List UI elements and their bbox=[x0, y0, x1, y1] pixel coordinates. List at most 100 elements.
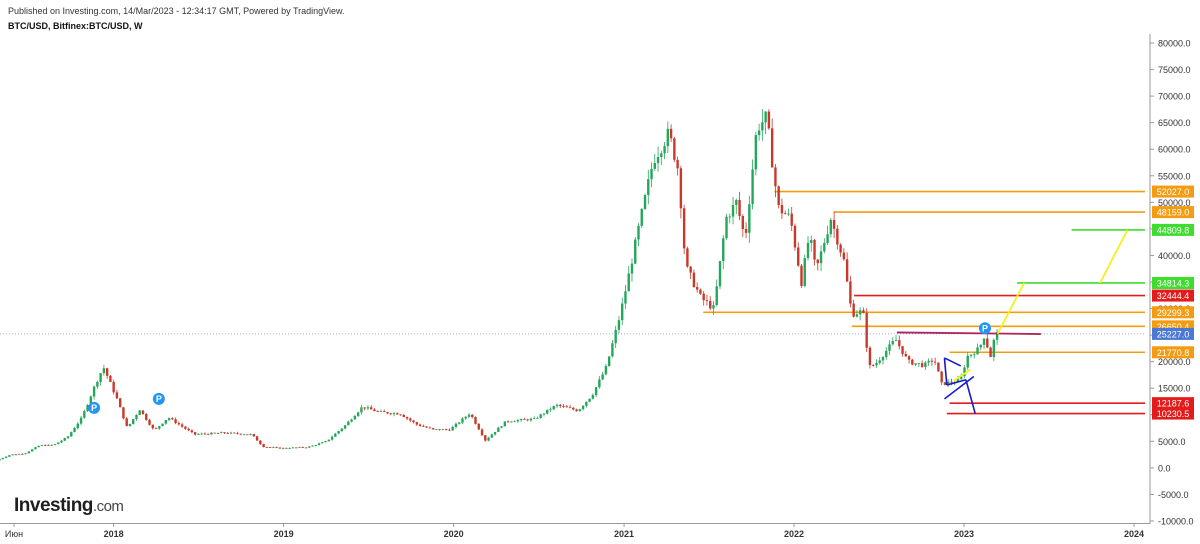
y-tick-label: 65000.0 bbox=[1158, 118, 1191, 128]
pivot-marker bbox=[978, 322, 991, 335]
candle-body bbox=[396, 413, 399, 415]
candle-body bbox=[268, 447, 272, 448]
candle-body bbox=[888, 344, 891, 351]
candle-body bbox=[761, 122, 764, 131]
candle-body bbox=[712, 305, 715, 309]
candle-body bbox=[451, 426, 454, 431]
candle-body bbox=[366, 407, 370, 409]
y-tick-label: 55000.0 bbox=[1158, 171, 1191, 181]
candle-body bbox=[666, 128, 670, 147]
candle-body bbox=[855, 314, 859, 317]
level-price-label-box bbox=[1152, 276, 1194, 289]
candle-body bbox=[878, 360, 881, 363]
pivot-marker bbox=[88, 401, 101, 414]
candle-body bbox=[376, 411, 379, 412]
level-price-label-box bbox=[1152, 397, 1194, 410]
level-price-label: 48159.0 bbox=[1157, 208, 1190, 218]
candle-body bbox=[112, 381, 115, 393]
candle-body bbox=[353, 416, 357, 420]
candle-body bbox=[493, 431, 497, 435]
candle-body bbox=[340, 428, 344, 432]
candle-body bbox=[920, 363, 924, 367]
candle-body bbox=[656, 157, 660, 164]
chart-header: Published on Investing.com, 14/Mar/2023 … bbox=[8, 6, 345, 31]
candle-body bbox=[982, 338, 986, 345]
candle-body bbox=[927, 360, 930, 363]
trend-line-blue bbox=[965, 379, 976, 414]
candle-body bbox=[53, 444, 57, 446]
candle-body bbox=[317, 443, 321, 446]
candle-body bbox=[663, 146, 666, 154]
candle-body bbox=[725, 216, 728, 239]
candle-body bbox=[92, 386, 96, 397]
candle-body bbox=[122, 407, 125, 419]
candle-body bbox=[44, 445, 47, 447]
candle-body bbox=[546, 409, 549, 414]
pivot-marker-label: P bbox=[982, 323, 988, 333]
candle-body bbox=[288, 448, 291, 449]
candle-body bbox=[976, 347, 979, 355]
candle-body bbox=[343, 425, 347, 429]
candle-body bbox=[252, 434, 256, 437]
candle-body bbox=[422, 425, 425, 427]
y-tick-label: 70000.0 bbox=[1158, 92, 1191, 102]
candle-body bbox=[682, 208, 686, 249]
candle-body bbox=[581, 405, 585, 410]
candle-body bbox=[203, 433, 207, 435]
y-tick-label: -10000.0 bbox=[1158, 517, 1194, 527]
candle-body bbox=[425, 426, 428, 428]
candle-body bbox=[722, 238, 725, 262]
candle-body bbox=[660, 153, 663, 158]
candle-body bbox=[986, 338, 989, 348]
candle-body bbox=[516, 420, 520, 422]
candle-body bbox=[272, 447, 275, 449]
candle-body bbox=[559, 404, 562, 407]
level-price-label-box bbox=[1152, 407, 1194, 420]
candle-body bbox=[777, 186, 780, 206]
candle-body bbox=[145, 413, 148, 420]
candle-body bbox=[467, 414, 471, 417]
candle-body bbox=[748, 204, 751, 233]
current-price-label-box bbox=[1152, 327, 1194, 340]
trend-line-blue bbox=[946, 378, 967, 386]
candle-body bbox=[532, 418, 536, 419]
candle-body bbox=[197, 434, 200, 435]
candle-body bbox=[389, 413, 392, 415]
candle-body bbox=[161, 423, 164, 427]
candle-body bbox=[549, 409, 552, 411]
candle-body bbox=[4, 456, 8, 458]
candle-body bbox=[399, 414, 402, 416]
candle-body bbox=[444, 429, 448, 431]
logo-brand: Investing bbox=[14, 495, 93, 516]
candle-body bbox=[653, 163, 656, 169]
candle-body bbox=[347, 421, 350, 426]
candle-body bbox=[151, 424, 154, 429]
candle-body bbox=[115, 392, 119, 399]
candle-body bbox=[555, 404, 559, 407]
candle-body bbox=[647, 179, 650, 196]
candle-body bbox=[624, 291, 627, 304]
candle-body bbox=[819, 251, 823, 264]
candle-body bbox=[699, 289, 702, 294]
candle-body bbox=[448, 429, 451, 431]
candle-body bbox=[239, 433, 242, 435]
level-price-label-box bbox=[1152, 346, 1194, 359]
candle-body bbox=[946, 381, 950, 385]
candle-body bbox=[826, 234, 829, 244]
candle-body bbox=[578, 409, 582, 412]
candle-body bbox=[383, 411, 386, 413]
candle-body bbox=[34, 447, 37, 450]
candle-body bbox=[334, 433, 337, 437]
candle-body bbox=[780, 205, 784, 214]
candle-body bbox=[327, 439, 331, 442]
candle-body bbox=[233, 432, 236, 434]
candle-body bbox=[513, 421, 516, 423]
candle-body bbox=[180, 424, 184, 427]
candle-body bbox=[865, 312, 868, 348]
candle-body bbox=[718, 261, 722, 287]
level-price-label: 12187.6 bbox=[1157, 399, 1190, 409]
x-tick-label: 2018 bbox=[104, 529, 124, 539]
candle-body bbox=[40, 445, 44, 447]
level-price-label-box bbox=[1152, 289, 1194, 302]
